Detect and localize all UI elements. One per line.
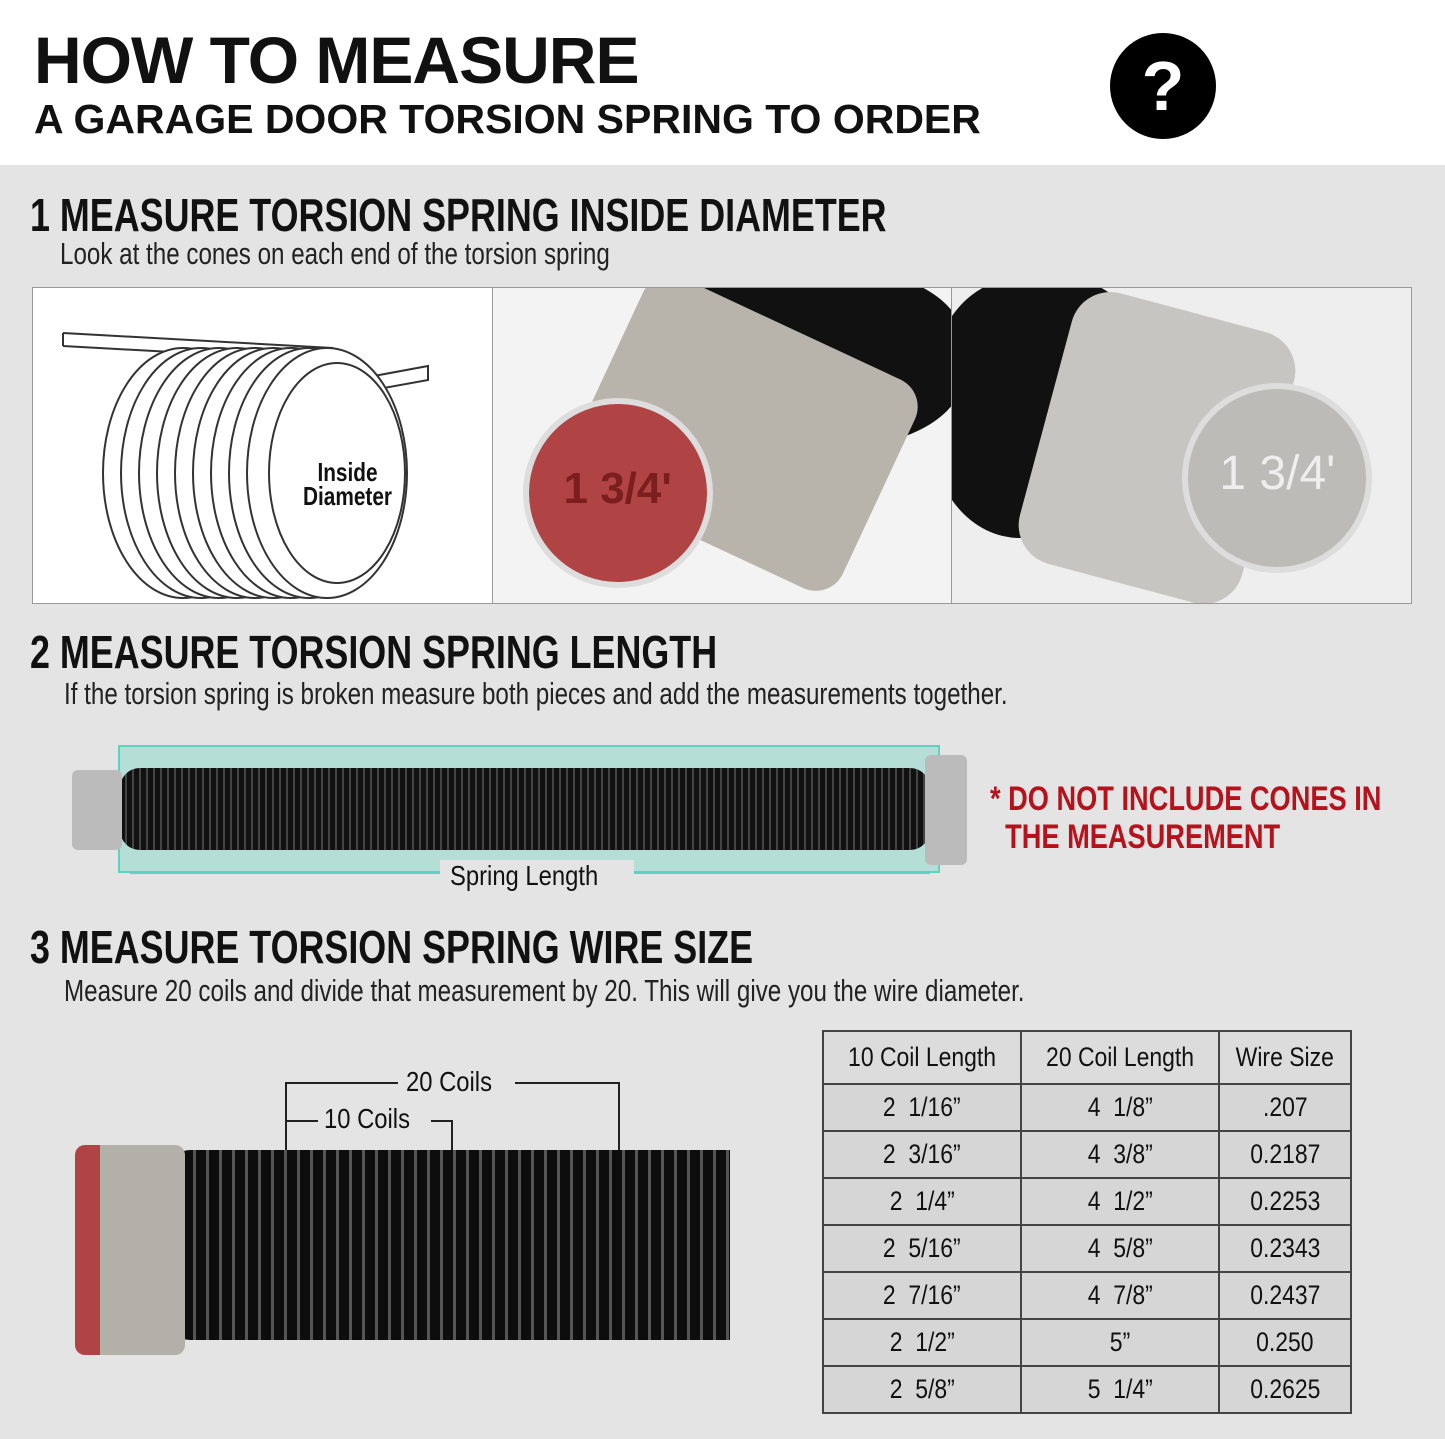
main-title: HOW TO MEASURE — [34, 23, 639, 97]
table-row: 2 1/4” 4 1/2” 0.2253 — [822, 1177, 1353, 1226]
question-mark-icon: ? — [1110, 33, 1216, 139]
spring-coil-illustration — [62, 332, 429, 599]
table-cell: .207 — [1217, 1083, 1353, 1132]
table-cell: 0.2187 — [1217, 1130, 1353, 1179]
table-cell: 4 5/8” — [1019, 1224, 1220, 1273]
table-cell: 2 5/8” — [822, 1365, 1022, 1414]
red-cone-zoom: 1 3/4' — [522, 398, 713, 588]
wire-size-table: 10 Coil Length 20 Coil Length Wire Size 2 … — [822, 1030, 1353, 1414]
table-header-row: 10 Coil Length 20 Coil Length Wire Size — [822, 1030, 1353, 1085]
table-cell: 2 1/4” — [822, 1177, 1022, 1226]
table-cell: 4 3/8” — [1019, 1130, 1220, 1179]
step2-subtitle: If the torsion spring is broken measure … — [64, 676, 1008, 711]
step3-title: 3 MEASURE TORSION SPRING WIRE SIZE — [30, 921, 754, 973]
inside-diameter-images: Inside Diameter 1 3/4' 1 3/4' — [32, 287, 1412, 604]
20-coils-label: 20 Coils — [398, 1066, 516, 1098]
table-cell: 0.2625 — [1217, 1365, 1353, 1414]
table-cell: 5” — [1019, 1318, 1220, 1367]
table-cell: 2 3/16” — [822, 1130, 1022, 1179]
table-cell: 0.2437 — [1217, 1271, 1353, 1320]
table-cell: 5 1/4” — [1019, 1365, 1220, 1414]
step1-subtitle: Look at the cones on each end of the tor… — [60, 236, 610, 271]
table-cell: 0.250 — [1217, 1318, 1353, 1367]
column-header: 20 Coil Length — [1019, 1030, 1220, 1085]
column-header: 10 Coil Length — [822, 1030, 1022, 1085]
inner-coil — [268, 362, 406, 584]
left-cone — [72, 770, 122, 850]
table-cell: 4 1/2” — [1019, 1177, 1220, 1226]
table-cell: 0.2343 — [1217, 1224, 1353, 1273]
table-cell: 2 7/16” — [822, 1271, 1022, 1320]
coil-diagram: Inside Diameter — [33, 288, 493, 603]
red-cone-photo: 1 3/4' — [492, 288, 953, 603]
full-spring-photo — [120, 768, 930, 850]
10-coils-label: 10 Coils — [318, 1103, 432, 1135]
cone-closeup — [75, 1145, 185, 1355]
table-cell: 4 7/8” — [1019, 1271, 1220, 1320]
table-row: 2 5/16” 4 5/8” 0.2343 — [822, 1224, 1353, 1273]
main-subtitle: A GARAGE DOOR TORSION SPRING TO ORDER — [34, 96, 981, 142]
spring-length-label: Spring Length — [440, 860, 635, 892]
inside-diameter-label: Inside Diameter — [303, 457, 393, 511]
table-cell: 0.2253 — [1217, 1177, 1353, 1226]
table-cell: 2 5/16” — [822, 1224, 1022, 1273]
coil-loop — [246, 347, 408, 599]
header: HOW TO MEASURE A GARAGE DOOR TORSION SPR… — [0, 0, 1445, 165]
silver-cone-zoom: 1 3/4' — [1182, 383, 1373, 573]
column-header: Wire Size — [1217, 1030, 1353, 1085]
spring-closeup-photo — [170, 1150, 730, 1340]
cones-note: * DO NOT INCLUDE CONES IN THE MEASUREMEN… — [990, 780, 1382, 856]
table-cell: 2 1/2” — [822, 1318, 1022, 1367]
table-row: 2 5/8” 5 1/4” 0.2625 — [822, 1365, 1353, 1414]
step2-title: 2 MEASURE TORSION SPRING LENGTH — [30, 626, 718, 678]
step1-title: 1 MEASURE TORSION SPRING INSIDE DIAMETER — [30, 189, 887, 241]
table-row: 2 1/16” 4 1/8” .207 — [822, 1083, 1353, 1132]
table-cell: 4 1/8” — [1019, 1083, 1220, 1132]
silver-cone-photo: 1 3/4' — [952, 288, 1412, 603]
table-row: 2 1/2” 5” 0.250 — [822, 1318, 1353, 1367]
table-row: 2 7/16” 4 7/8” 0.2437 — [822, 1271, 1353, 1320]
step3-subtitle: Measure 20 coils and divide that measure… — [64, 973, 1025, 1008]
table-row: 2 3/16” 4 3/8” 0.2187 — [822, 1130, 1353, 1179]
table-cell: 2 1/16” — [822, 1083, 1022, 1132]
right-cone — [925, 755, 967, 865]
